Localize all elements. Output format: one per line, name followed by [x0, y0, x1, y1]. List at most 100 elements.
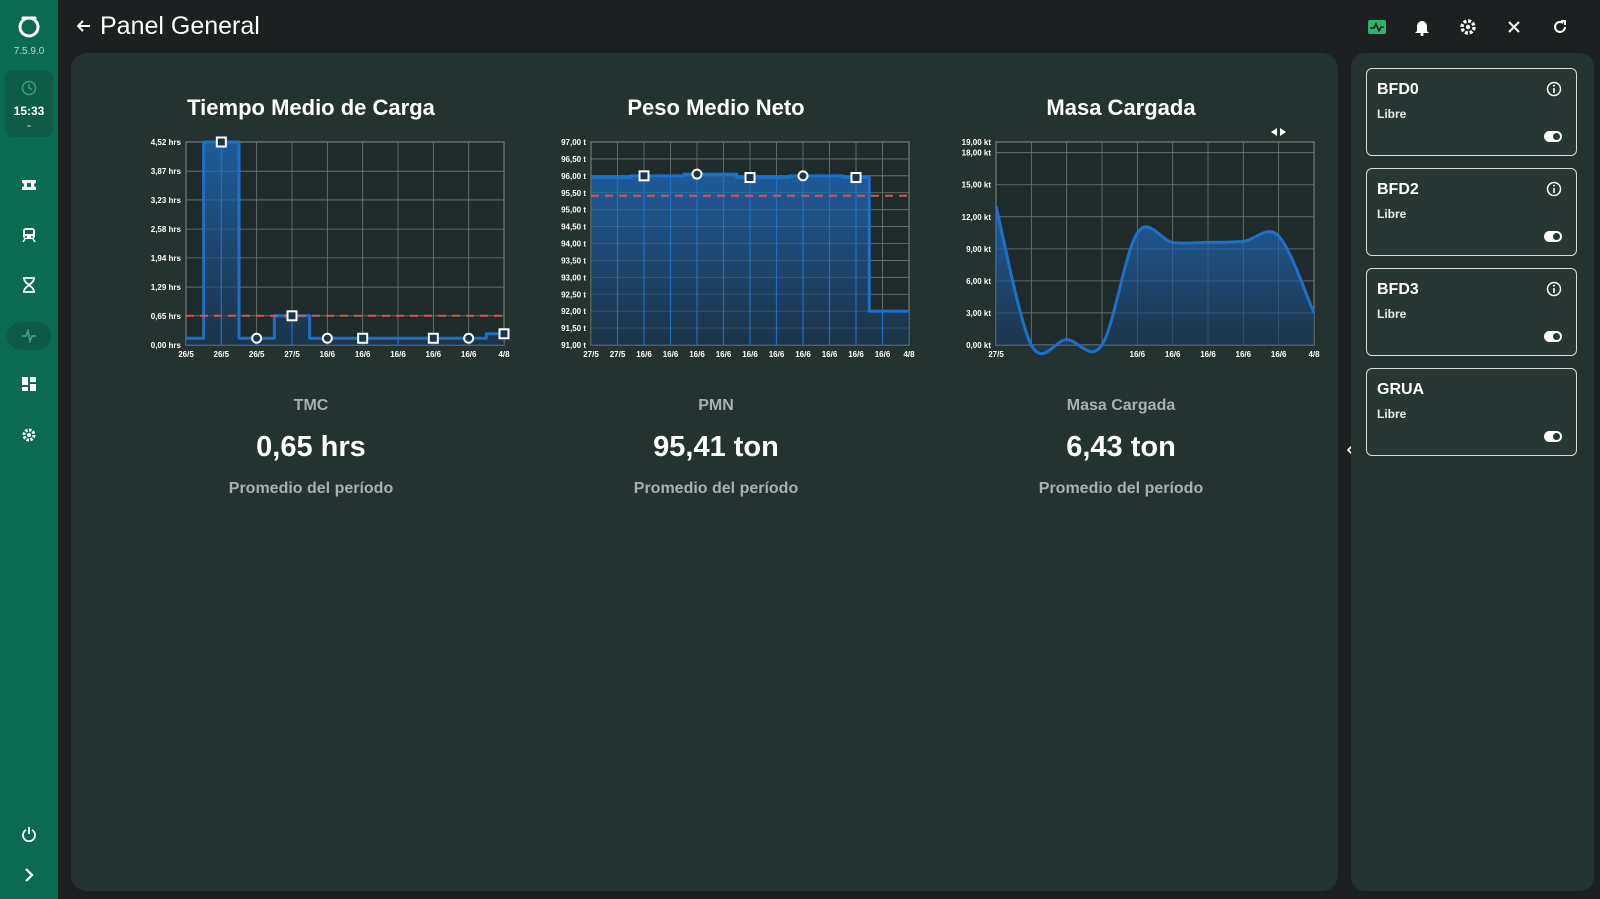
- refresh-icon[interactable]: [1549, 16, 1571, 38]
- x-tick-label: 16/6: [320, 350, 336, 359]
- kpi-label: TMC: [293, 397, 329, 414]
- logo-icon[interactable]: [15, 12, 43, 40]
- info-icon[interactable]: [1546, 81, 1562, 97]
- y-tick-label: 93,50 t: [561, 256, 586, 265]
- sidebar: 7.5.9.0 15:33: [0, 0, 58, 899]
- device-name: BFD0: [1377, 81, 1419, 98]
- main-panel: Tiempo Medio de Carga 0,00 hrs 0,65 hrs 1,…: [71, 53, 1338, 891]
- x-tick-label: 16/6: [1236, 350, 1252, 359]
- device-status: Libre: [1377, 307, 1407, 321]
- kpi-subtitle: Promedio del período: [633, 480, 799, 497]
- kpi-value: 0,65 hrs: [256, 431, 366, 463]
- device-status: Libre: [1377, 107, 1407, 121]
- data-point: [321, 332, 333, 344]
- device-toggle[interactable]: [1544, 431, 1562, 442]
- data-point: [498, 328, 510, 340]
- dashboard-icon[interactable]: [17, 372, 41, 396]
- chevron-right-icon[interactable]: [17, 863, 41, 887]
- device-card-bfd2[interactable]: BFD2 Libre: [1366, 168, 1577, 256]
- train-icon[interactable]: [17, 223, 41, 247]
- data-point: [850, 172, 862, 184]
- y-tick-label: 15,00 kt: [962, 181, 992, 190]
- series-area: [186, 142, 504, 345]
- chart-card-pmn: Peso Medio Neto 91,00 t 91,50 t 92,00 t 92,…: [516, 53, 916, 573]
- clock-time: 15:33: [13, 104, 45, 118]
- device-card-grua[interactable]: GRUA Libre: [1366, 368, 1577, 456]
- device-toggle[interactable]: [1544, 331, 1562, 342]
- kpi-value: 6,43 ton: [1066, 431, 1176, 463]
- data-point: [744, 172, 756, 184]
- x-tick-label: 16/6: [355, 350, 371, 359]
- x-tick-label: 16/6: [822, 350, 838, 359]
- settings-icon[interactable]: [1457, 16, 1479, 38]
- back-arrow-icon[interactable]: [74, 16, 94, 36]
- app-version: 7.5.9.0: [13, 46, 45, 57]
- toggle-knob: [1553, 333, 1560, 340]
- y-tick-label: 0,65 hrs: [151, 312, 182, 321]
- x-tick-label: 26/5: [249, 350, 265, 359]
- ticket-icon[interactable]: [17, 173, 41, 197]
- device-name: BFD3: [1377, 281, 1419, 298]
- x-tick-label: 4/8: [1308, 350, 1320, 359]
- y-tick-label: 96,50 t: [561, 155, 586, 164]
- x-tick-label: 16/6: [1165, 350, 1181, 359]
- chart-card-masa: Masa Cargada 0,00 kt 3,00 kt 6,00 kt 9,00 k…: [921, 53, 1321, 573]
- x-tick-label: 16/6: [769, 350, 785, 359]
- hourglass-icon[interactable]: [17, 273, 41, 297]
- y-tick-label: 91,50 t: [561, 324, 586, 333]
- info-icon[interactable]: [1546, 181, 1562, 197]
- kpi-value: 95,41 ton: [653, 431, 779, 463]
- y-tick-label: 9,00 kt: [966, 245, 991, 254]
- device-name: BFD2: [1377, 181, 1419, 198]
- device-toggle[interactable]: [1544, 131, 1562, 142]
- bell-icon[interactable]: [1411, 16, 1433, 38]
- info-icon[interactable]: [1546, 281, 1562, 297]
- y-tick-label: 19,00 kt: [962, 138, 992, 147]
- y-tick-label: 4,52 hrs: [151, 138, 182, 147]
- y-tick-label: 1,94 hrs: [151, 254, 182, 263]
- kpi-label: Masa Cargada: [1066, 397, 1176, 414]
- y-tick-label: 0,00 kt: [966, 341, 991, 350]
- activity-icon[interactable]: [17, 324, 41, 348]
- close-icon[interactable]: [1503, 16, 1525, 38]
- data-point: [251, 332, 263, 344]
- device-toggle[interactable]: [1544, 231, 1562, 242]
- x-tick-label: 27/5: [284, 350, 300, 359]
- chart-title: Peso Medio Neto: [627, 95, 805, 120]
- monitor-chart-icon[interactable]: [1366, 16, 1388, 38]
- pmn-chart[interactable]: 91,00 t 91,50 t 92,00 t 92,50 t 93,00 t 93,50…: [516, 128, 916, 388]
- device-card-bfd0[interactable]: BFD0 Libre: [1366, 68, 1577, 156]
- y-tick-label: 94,50 t: [561, 223, 586, 232]
- tmc-chart[interactable]: 0,00 hrs 0,65 hrs 1,29 hrs 1,94 hrs 2,58 hrs…: [111, 128, 511, 388]
- data-point: [797, 170, 809, 182]
- toggle-knob: [1553, 133, 1560, 140]
- x-tick-label: 16/6: [848, 350, 864, 359]
- x-tick-label: 27/5: [610, 350, 626, 359]
- power-icon[interactable]: [17, 822, 41, 846]
- data-point: [427, 332, 439, 344]
- x-tick-label: 16/6: [742, 350, 758, 359]
- kpi-subtitle: Promedio del período: [228, 480, 394, 497]
- chart-title: Tiempo Medio de Carga: [187, 95, 435, 120]
- chart-card-tmc: Tiempo Medio de Carga 0,00 hrs 0,65 hrs 1,…: [111, 53, 511, 573]
- y-tick-label: 18,00 kt: [962, 149, 992, 158]
- y-tick-label: 92,50 t: [561, 290, 586, 299]
- data-point: [286, 310, 298, 322]
- data-point: [357, 332, 369, 344]
- x-tick-label: 16/6: [795, 350, 811, 359]
- chevron-left-icon[interactable]: [1344, 443, 1356, 457]
- chart-title: Masa Cargada: [1046, 95, 1196, 120]
- clock-widget[interactable]: 15:33: [5, 70, 53, 137]
- toggle-knob: [1553, 433, 1560, 440]
- device-status: Libre: [1377, 407, 1407, 421]
- pan-arrows-icon: [1271, 128, 1286, 136]
- y-tick-label: 6,00 kt: [966, 277, 991, 286]
- y-tick-label: 1,29 hrs: [151, 283, 182, 292]
- y-tick-label: 0,00 hrs: [151, 341, 182, 350]
- masa-chart[interactable]: 0,00 kt 3,00 kt 6,00 kt 9,00 kt 12,00 kt 15,0…: [921, 128, 1321, 388]
- y-tick-label: 2,58 hrs: [151, 225, 182, 234]
- device-card-bfd3[interactable]: BFD3 Libre: [1366, 268, 1577, 356]
- y-tick-label: 12,00 kt: [962, 213, 992, 222]
- settings-icon[interactable]: [17, 423, 41, 447]
- y-tick-label: 3,00 kt: [966, 309, 991, 318]
